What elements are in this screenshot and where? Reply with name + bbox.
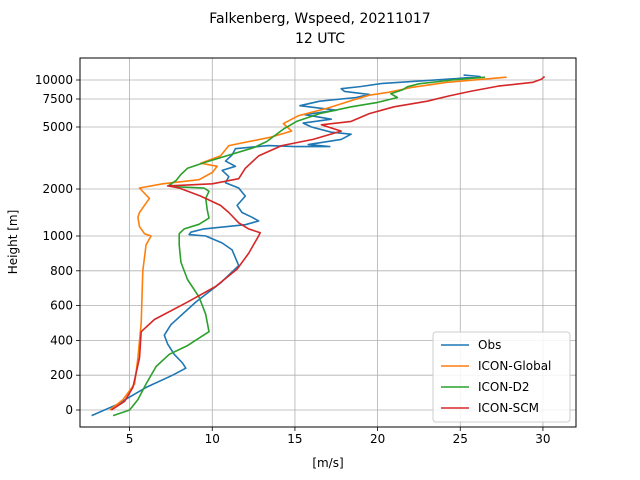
series-line-icon-scm (110, 75, 546, 411)
series-lines (91, 74, 546, 417)
y-tick-label: 800 (50, 264, 73, 278)
legend-label: ICON-SCM (478, 401, 539, 415)
series-line-icon-global (109, 76, 507, 411)
plot-area-frame (79, 57, 577, 428)
y-tick-label: 10000 (35, 73, 73, 87)
x-tick-label: 5 (126, 432, 134, 446)
chart-title-line2: 12 UTC (295, 31, 345, 47)
legend: Obs ICON-Global ICON-D2 ICON-SCM (432, 331, 571, 423)
legend-label: ICON-Global (478, 359, 551, 373)
y-tick-label: 200 (50, 368, 73, 382)
y-tick-label: 600 (50, 299, 73, 313)
y-tick-label: 2000 (42, 182, 73, 196)
x-tick-label: 25 (453, 432, 468, 446)
y-tick-label: 7500 (42, 92, 73, 106)
y-tick-label: 400 (50, 333, 73, 347)
x-tick-label: 10 (205, 432, 220, 446)
x-tick-label: 20 (370, 432, 385, 446)
y-tick-label: 0 (65, 403, 73, 417)
series-line-icon-d2 (112, 76, 486, 417)
series-line-obs (91, 74, 481, 417)
x-axis-ticks: 5 10 15 20 25 30 (126, 427, 551, 446)
x-tick-label: 15 (287, 432, 302, 446)
chart-title-line1: Falkenberg, Wspeed, 20211017 (209, 11, 430, 27)
legend-frame (432, 331, 571, 423)
x-tick-label: 30 (535, 432, 550, 446)
legend-label: Obs (478, 338, 501, 352)
legend-label: ICON-D2 (478, 380, 530, 394)
x-axis-label: [m/s] (312, 456, 343, 470)
y-tick-label: 5000 (42, 120, 73, 134)
y-axis-label: Height [m] (6, 210, 20, 275)
y-tick-label: 1000 (42, 229, 73, 243)
y-axis-ticks: 0 200 400 600 800 1000 2000 5000 7500 10000 (35, 73, 80, 417)
